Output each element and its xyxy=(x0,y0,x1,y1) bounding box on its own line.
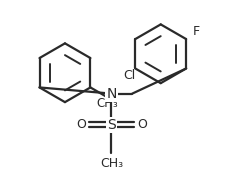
Text: S: S xyxy=(107,118,116,132)
Text: CH₃: CH₃ xyxy=(100,157,123,170)
Text: F: F xyxy=(193,24,200,37)
Text: CH₃: CH₃ xyxy=(96,97,118,110)
Text: O: O xyxy=(137,118,147,131)
Text: Cl: Cl xyxy=(124,69,136,82)
Text: O: O xyxy=(76,118,86,131)
Text: N: N xyxy=(106,87,117,101)
